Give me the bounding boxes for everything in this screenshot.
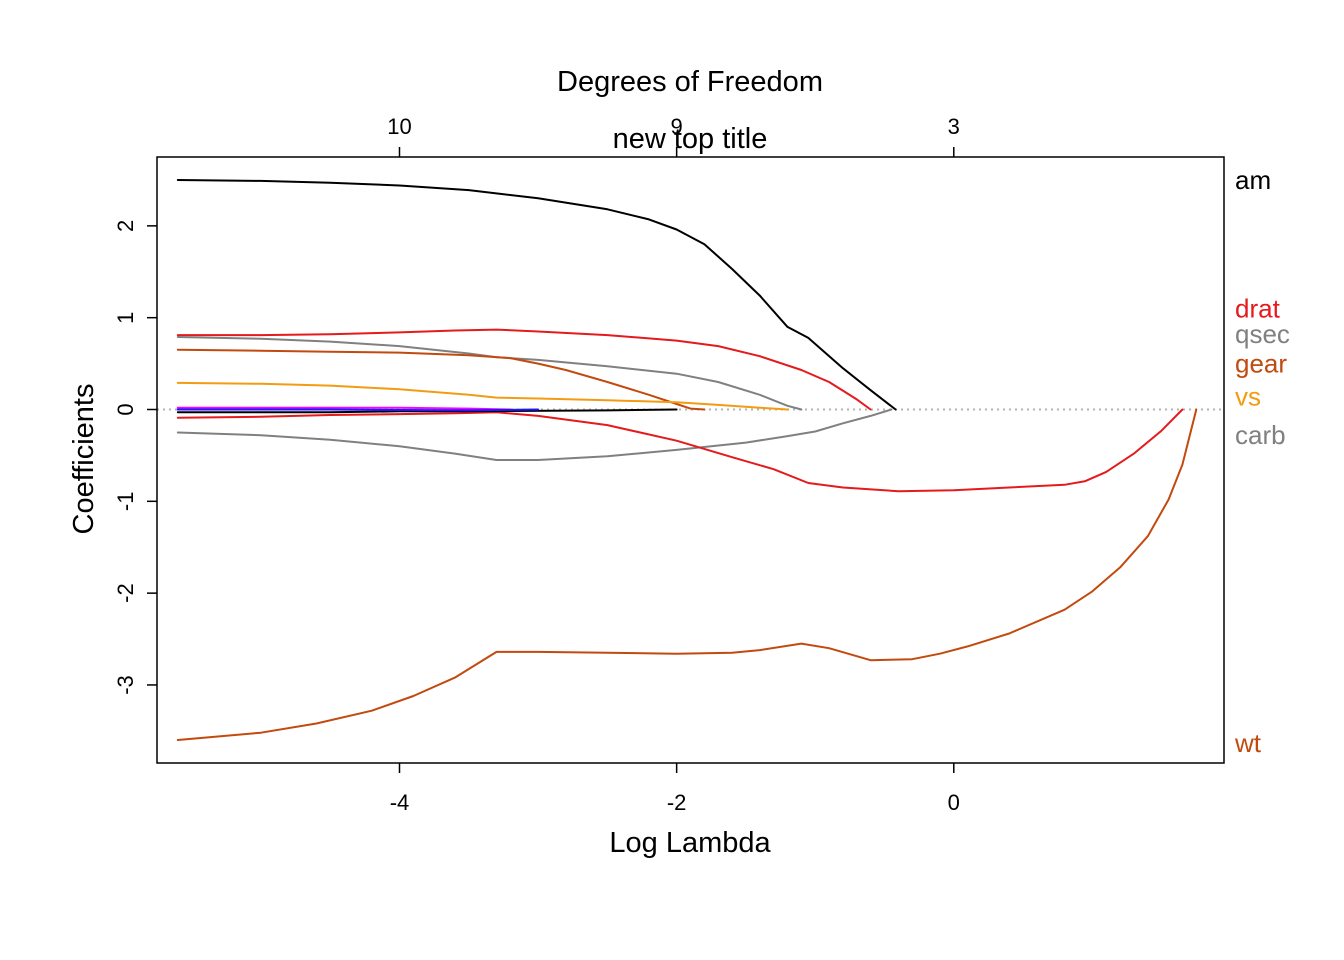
series-label-drat: drat: [1235, 294, 1281, 324]
top-tick-label: 9: [671, 114, 683, 139]
y-tick-label: 2: [113, 220, 138, 232]
y-axis-title: Coefficients: [68, 384, 100, 535]
top-tick-label: 10: [387, 114, 411, 139]
series-label-vs: vs: [1235, 382, 1261, 412]
series-label-gear: gear: [1235, 349, 1287, 379]
series-line-disp: [176, 408, 678, 414]
series-line-wt: [176, 408, 1198, 741]
series-line-qsec: [176, 336, 803, 411]
series-line-hp: [176, 406, 512, 411]
x-axis-title: Log Lambda: [609, 827, 771, 859]
plot-frame: [156, 156, 1225, 764]
x-tick-label: 0: [948, 790, 960, 815]
x-tick-label: -2: [667, 790, 687, 815]
top-tick-label: 3: [948, 114, 960, 139]
series-line-drat: [176, 328, 872, 411]
series-label-wt: wt: [1234, 728, 1262, 758]
series-line-carb: [176, 408, 893, 461]
y-tick-label: 1: [113, 312, 138, 324]
series-label-am: am: [1235, 165, 1271, 195]
x-tick-label: -4: [390, 790, 410, 815]
series-label-qsec: qsec: [1235, 319, 1290, 349]
series-line-am: [176, 179, 897, 411]
chart-title: new top title: [613, 123, 768, 155]
y-tick-label: -1: [113, 492, 138, 512]
series-line-vs: [176, 381, 789, 411]
series-line-mpg: [176, 408, 540, 412]
series-line-gear: [176, 348, 706, 411]
series-line-cyl: [176, 408, 1184, 493]
y-tick-label: 0: [113, 403, 138, 415]
y-tick-label: -2: [113, 583, 138, 603]
series-lines: [176, 179, 1198, 741]
series-label-carb: carb: [1235, 420, 1286, 450]
top-axis-title: Degrees of Freedom: [557, 66, 823, 98]
y-tick-label: -3: [113, 675, 138, 695]
